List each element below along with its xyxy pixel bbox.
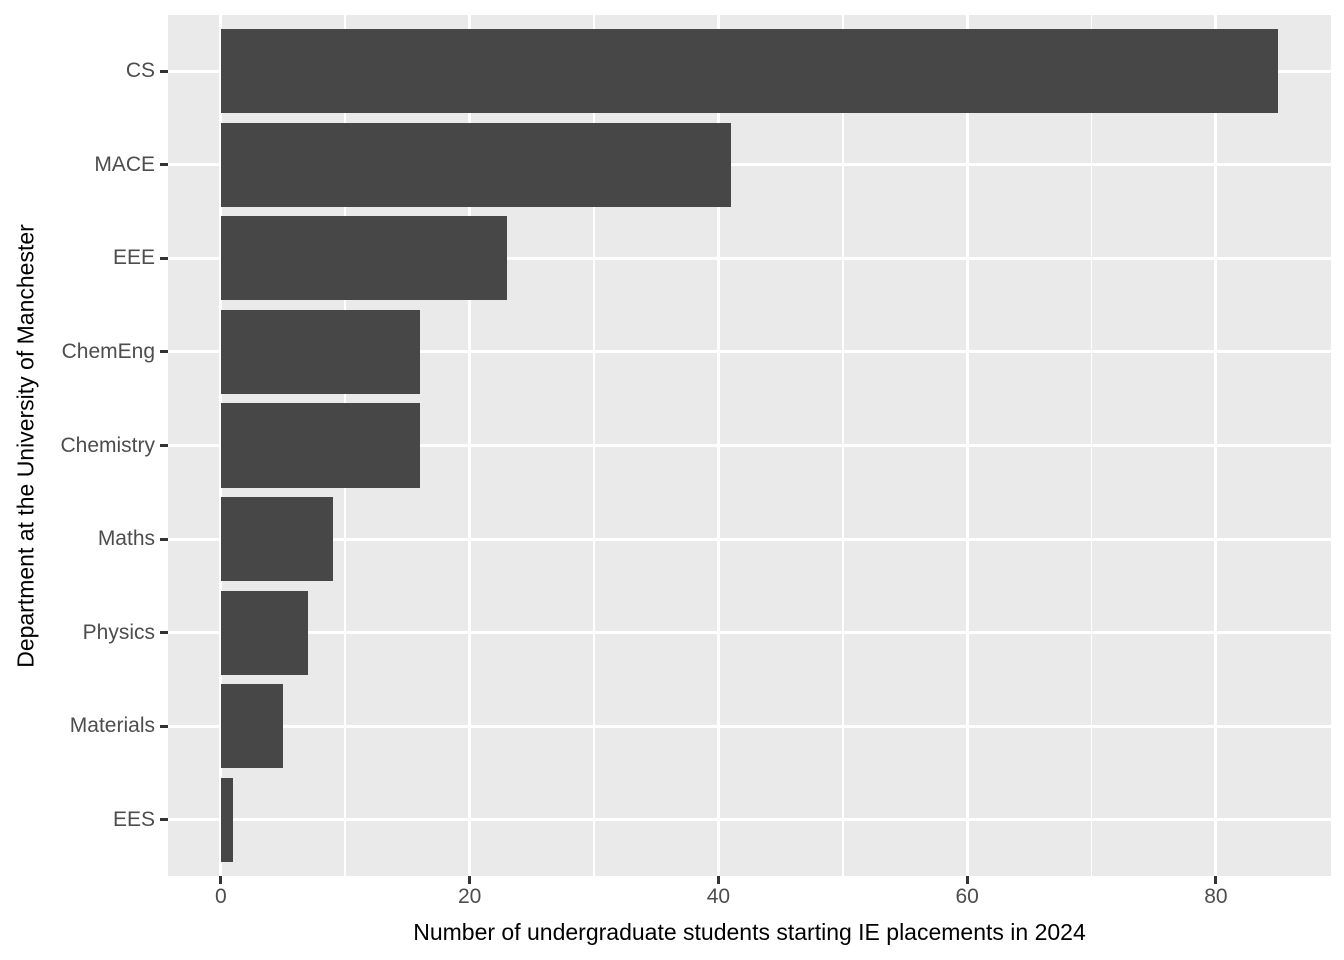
bar-maths [220, 496, 333, 582]
bar-mace [220, 122, 731, 207]
y-tick-label: EES [112, 807, 155, 831]
y-tick-label: Maths [97, 527, 155, 551]
y-tick-mark [160, 724, 168, 728]
y-gridline-major [168, 537, 1331, 541]
y-gridline-major [168, 350, 1331, 354]
x-axis-title: Number of undergraduate students startin… [413, 919, 1086, 945]
y-tick-mark [160, 163, 168, 167]
y-gridline-major [168, 256, 1331, 260]
y-tick-label: CS [125, 59, 155, 83]
y-tick-mark [160, 631, 168, 635]
y-tick-mark [160, 69, 168, 73]
plot-panel [168, 15, 1331, 876]
x-tick-label: 40 [706, 885, 731, 908]
y-gridline-major [168, 818, 1331, 822]
bar-ees [220, 777, 234, 862]
x-tick-mark [219, 876, 223, 884]
bar-physics [220, 590, 308, 675]
y-tick-label: Materials [69, 714, 155, 738]
y-tick-mark [160, 818, 168, 822]
x-tick-mark [468, 876, 472, 884]
y-tick-label: EEE [112, 246, 155, 270]
bar-cs [220, 29, 1279, 114]
y-gridline-major [168, 631, 1331, 635]
y-gridline-major [168, 724, 1331, 728]
bar-chemeng [220, 309, 420, 395]
y-tick-mark [160, 256, 168, 260]
x-tick-mark [716, 876, 720, 884]
x-tick-mark [965, 876, 969, 884]
x-tick-label: 80 [1204, 885, 1228, 908]
x-tick-mark [1214, 876, 1218, 884]
y-gridline-major [168, 444, 1331, 447]
y-tick-mark [160, 537, 168, 541]
bar-chemistry [220, 403, 420, 488]
y-tick-mark [160, 444, 168, 447]
bar-eee [220, 216, 507, 301]
y-gridline-major [168, 163, 1331, 167]
y-tick-mark [160, 350, 168, 354]
x-tick-label: 0 [215, 885, 227, 908]
bar-materials [220, 684, 284, 769]
x-tick-label: 60 [955, 885, 979, 908]
y-tick-label: Physics [82, 620, 155, 644]
y-tick-label: ChemEng [61, 339, 155, 363]
y-tick-label: MACE [94, 152, 155, 176]
x-tick-label: 20 [457, 885, 482, 908]
y-tick-label: Chemistry [60, 433, 155, 457]
